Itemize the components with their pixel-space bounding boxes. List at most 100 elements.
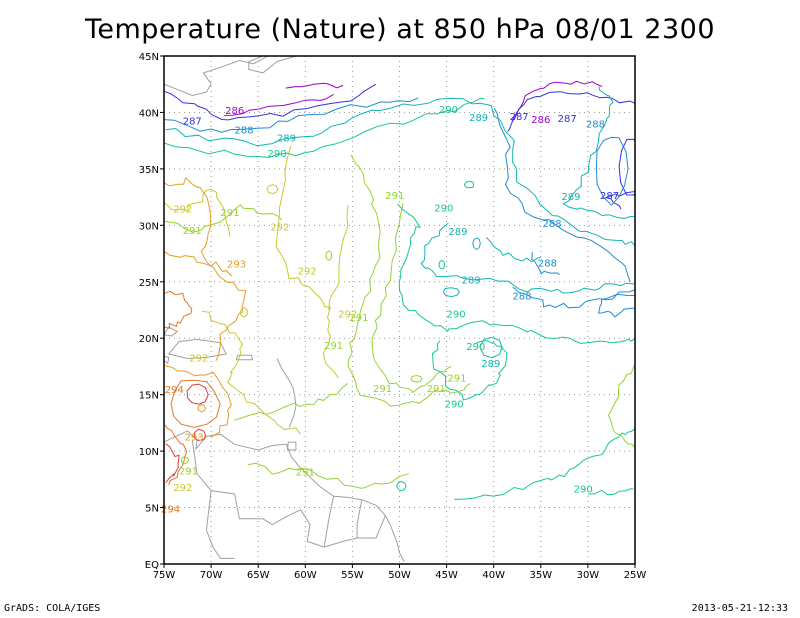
contour-label-290: 290 — [439, 105, 458, 116]
contour-label-292: 292 — [189, 353, 208, 364]
lon-tick-label: 35W — [529, 570, 552, 581]
contour-label-291: 291 — [373, 384, 392, 395]
contour-294 — [170, 379, 221, 428]
island-hispaniola — [167, 338, 227, 360]
contour-label-294: 294 — [165, 385, 184, 396]
contour-293 — [164, 365, 232, 438]
contour-288 — [531, 252, 560, 276]
contour-287 — [618, 138, 635, 196]
lat-tick-label: 15N — [139, 391, 159, 402]
contour-label-292: 292 — [338, 309, 357, 320]
contour-292-blob — [266, 184, 279, 195]
lon-tick-label: 25W — [624, 570, 647, 581]
contour-290 — [431, 339, 508, 401]
contour-291 — [607, 364, 635, 449]
island-puerto-rico — [235, 354, 254, 361]
contour-289 — [165, 97, 635, 247]
contour-label-291: 291 — [447, 374, 466, 385]
contour-label-290: 290 — [267, 149, 286, 160]
lat-tick-label: 25N — [139, 278, 159, 289]
coast-north-america — [164, 56, 268, 97]
contour-293 — [164, 251, 233, 277]
contour-295 — [193, 428, 207, 442]
lon-tick-label: 65W — [247, 570, 270, 581]
contour-label-286: 286 — [531, 115, 550, 126]
contour-294 — [164, 290, 193, 329]
contour-label-290: 290 — [434, 203, 453, 214]
contour-label-291: 291 — [220, 208, 239, 219]
contour-293-blob — [197, 404, 207, 413]
contour-292 — [201, 310, 301, 435]
contour-label-289: 289 — [462, 276, 481, 287]
island-jamaica — [164, 355, 170, 364]
contour-290 — [587, 488, 634, 496]
border-guyana-suriname — [323, 496, 335, 548]
lon-tick-label: 50W — [388, 570, 411, 581]
contour-label-291: 291 — [324, 341, 343, 352]
border-colombia — [205, 490, 235, 559]
contour-label-290: 290 — [574, 484, 593, 495]
contour-label-289: 289 — [277, 133, 296, 144]
contour-label-287: 287 — [510, 112, 529, 123]
latitude-axis: EQ 5N 10N 15N 20N 25N 30N 35N 40N 45N — [139, 52, 164, 571]
contour-label-292: 292 — [270, 222, 289, 233]
lon-tick-label: 45W — [435, 570, 458, 581]
contour-label-293: 293 — [185, 432, 204, 443]
contour-291 — [247, 462, 410, 489]
contour-292-blob — [239, 307, 249, 318]
contour-label-290: 290 — [466, 342, 485, 353]
contour-292 — [275, 145, 339, 378]
lon-tick-label: 30W — [577, 570, 600, 581]
contour-291-blob — [180, 455, 190, 465]
island-cuba — [164, 326, 179, 337]
contour-label-291: 291 — [385, 191, 404, 202]
contour-label-288: 288 — [512, 291, 531, 302]
lon-tick-label: 75W — [153, 570, 176, 581]
contour-label-293: 293 — [227, 260, 246, 271]
contour-label-292: 292 — [298, 266, 317, 277]
border-suriname-guiana — [356, 499, 363, 538]
island-trinidad — [286, 441, 297, 451]
contour-289 — [479, 336, 503, 359]
lat-tick-label: 35N — [139, 165, 159, 176]
contour-287 — [164, 83, 377, 121]
lon-tick-label: 60W — [294, 570, 317, 581]
contour-288 — [512, 286, 635, 309]
map-title: Temperature (Nature) at 850 hPa 08/01 23… — [84, 14, 716, 45]
lat-tick-label: 40N — [139, 108, 159, 119]
contour-287 — [604, 191, 635, 210]
coast-nova-scotia — [248, 56, 298, 74]
contour-label-290: 290 — [445, 400, 464, 411]
lat-tick-label: 45N — [139, 52, 159, 63]
coastlines — [164, 56, 405, 562]
islands-lesser-antilles — [276, 358, 297, 428]
contour-289-blob — [472, 237, 481, 251]
contour-label-291: 291 — [179, 466, 198, 477]
contour-291 — [347, 154, 471, 407]
contour-288 — [597, 293, 635, 318]
contour-label-289: 289 — [481, 359, 500, 370]
contour-291-blob — [325, 250, 333, 262]
contour-294 — [164, 424, 188, 486]
contour-286 — [224, 93, 334, 116]
lat-tick-label: 5N — [145, 504, 159, 515]
contour-label-290: 290 — [446, 309, 465, 320]
lat-tick-label: 10N — [139, 447, 159, 458]
contour-label-292: 292 — [173, 204, 192, 215]
contour-288 — [493, 107, 631, 282]
contour-label-289: 289 — [469, 113, 488, 124]
contour-286 — [285, 82, 344, 89]
contour-label-289: 289 — [561, 192, 580, 203]
contour-290-blob — [396, 480, 407, 492]
lat-tick-label: 30N — [139, 221, 159, 232]
contour-286 — [511, 80, 603, 121]
footer-credit: GrADS: COLA/IGES — [4, 603, 101, 614]
contour-292 — [164, 188, 231, 237]
contour-label-288: 288 — [235, 125, 254, 136]
contour-label-291: 291 — [183, 226, 202, 237]
contour-label-291: 291 — [296, 467, 315, 478]
contour-label-287: 287 — [600, 191, 619, 202]
contour-295 — [165, 443, 180, 483]
